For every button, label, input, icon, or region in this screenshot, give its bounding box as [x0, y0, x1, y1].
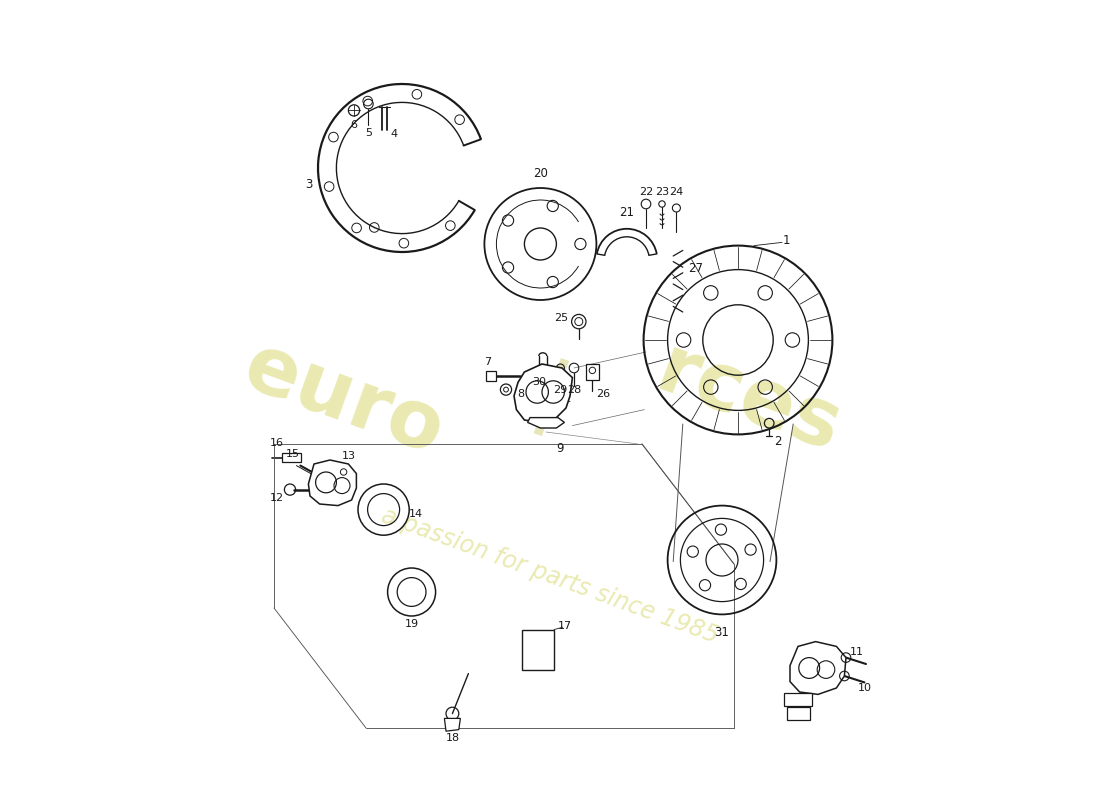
Text: 7: 7 — [484, 357, 492, 366]
Text: 4: 4 — [390, 130, 397, 139]
Text: 31: 31 — [715, 626, 729, 638]
Polygon shape — [308, 460, 356, 506]
Polygon shape — [790, 642, 846, 694]
Polygon shape — [528, 418, 564, 428]
Text: 19: 19 — [405, 619, 419, 629]
Text: 29: 29 — [553, 386, 568, 395]
Text: 10: 10 — [857, 683, 871, 693]
Polygon shape — [514, 364, 572, 422]
Bar — [282, 453, 301, 462]
Text: euro: euro — [233, 328, 454, 472]
Text: 14: 14 — [408, 509, 422, 518]
Text: 27: 27 — [689, 262, 703, 274]
Text: 12: 12 — [270, 493, 284, 502]
Text: 23: 23 — [654, 187, 669, 197]
Bar — [784, 693, 813, 706]
Text: a passion for parts since 1985: a passion for parts since 1985 — [378, 504, 722, 648]
Text: 9: 9 — [556, 442, 563, 454]
Text: 18: 18 — [446, 733, 460, 742]
Text: 26: 26 — [596, 390, 611, 399]
Text: 1: 1 — [782, 234, 790, 246]
Polygon shape — [444, 718, 461, 731]
Bar — [586, 364, 598, 380]
Text: 28: 28 — [566, 386, 581, 395]
Text: |: | — [522, 358, 578, 442]
Text: 5: 5 — [365, 128, 372, 138]
Text: 17: 17 — [558, 621, 572, 630]
Bar — [522, 630, 554, 670]
Text: rces: rces — [646, 331, 851, 469]
Text: 22: 22 — [639, 187, 653, 197]
Text: 15: 15 — [285, 449, 299, 458]
Text: 30: 30 — [531, 377, 546, 386]
Text: 25: 25 — [554, 313, 569, 322]
Text: 16: 16 — [271, 438, 284, 448]
Text: 3: 3 — [305, 178, 312, 190]
Text: 8: 8 — [517, 389, 524, 398]
Text: 24: 24 — [669, 187, 683, 197]
Text: 2: 2 — [774, 435, 782, 448]
Bar — [786, 707, 810, 720]
Polygon shape — [486, 371, 496, 381]
Text: 11: 11 — [850, 647, 865, 657]
Text: 13: 13 — [341, 451, 355, 461]
Text: 6: 6 — [351, 120, 358, 130]
Text: 20: 20 — [534, 167, 548, 180]
Text: 21: 21 — [619, 206, 635, 219]
